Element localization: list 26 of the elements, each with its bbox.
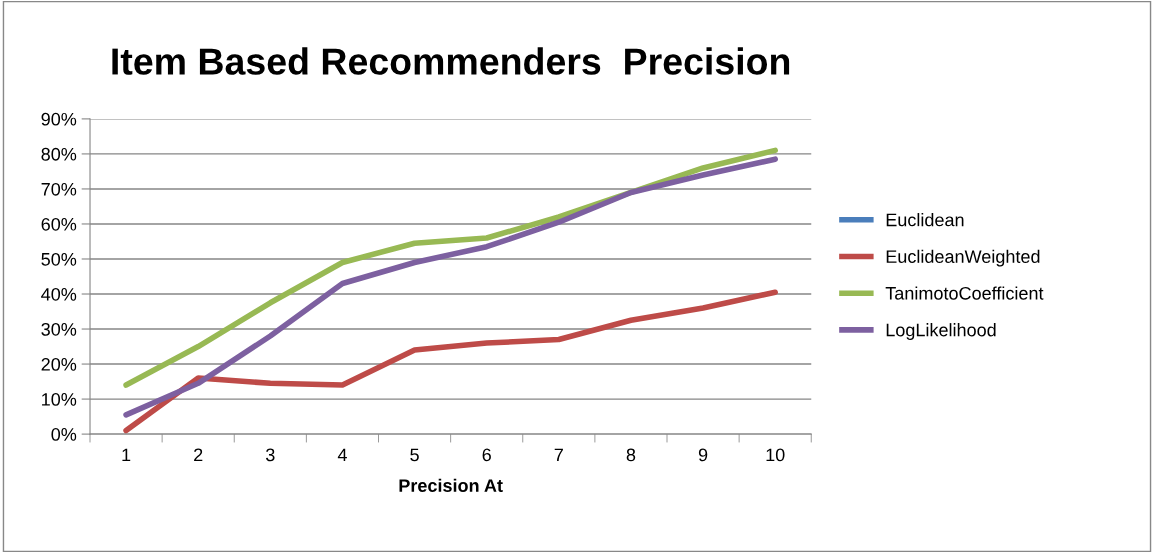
y-tick-label: 50%: [41, 252, 77, 266]
x-tick-label: 4: [337, 448, 347, 462]
y-tick-label: 80%: [41, 147, 77, 161]
x-tick-label: 1: [122, 448, 131, 462]
x-tick-label: 7: [554, 448, 563, 462]
legend-label: EuclideanWeighted: [886, 249, 1040, 267]
x-tick-label: 8: [626, 448, 636, 462]
y-tick-label: 60%: [41, 217, 77, 231]
x-tick-label: 2: [194, 448, 203, 462]
y-tick-label: 70%: [41, 182, 77, 196]
legend-label: Euclidean: [886, 213, 964, 227]
y-tick-label: 30%: [41, 322, 77, 336]
y-tick-label: 10%: [42, 393, 77, 406]
y-tick-label: 20%: [41, 357, 77, 371]
y-tick-label: 40%: [41, 287, 77, 301]
legend-label: LogLikelihood: [886, 323, 996, 340]
x-axis-title: Precision At: [399, 478, 503, 492]
x-tick-label: 10: [766, 448, 785, 462]
chart-title: Item Based Recommenders Precision: [112, 47, 790, 75]
legend-label: TanimotoCoefficient: [885, 286, 1044, 300]
x-tick-label: 3: [265, 448, 275, 462]
x-tick-label: 6: [482, 448, 491, 462]
y-tick-label: 90%: [41, 112, 77, 126]
y-tick-label: 0%: [51, 428, 77, 441]
x-tick-label: 5: [410, 448, 419, 462]
x-tick-label: 9: [698, 448, 708, 462]
